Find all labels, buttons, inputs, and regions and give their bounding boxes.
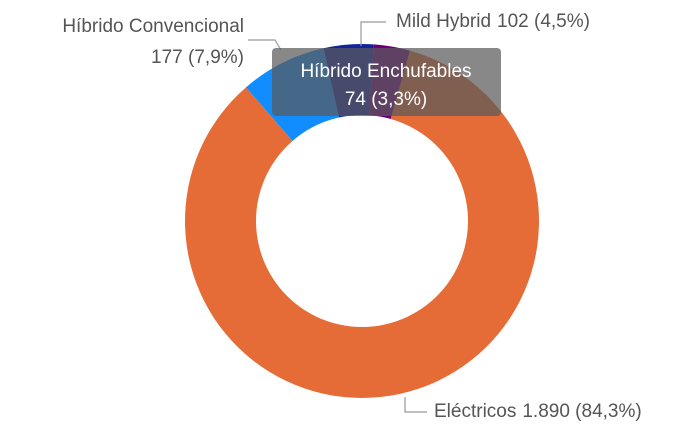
leader-line xyxy=(248,39,282,51)
donut-slice[interactable] xyxy=(184,50,539,398)
category-label: Eléctricos xyxy=(434,401,516,422)
value-label: 1.890 (84,3%) xyxy=(522,401,641,422)
value-label: 102 (4,5%) xyxy=(497,11,590,32)
leader-line xyxy=(404,397,427,413)
tooltip-category: Híbrido Enchufables xyxy=(300,61,471,82)
category-label: Mild Hybrid xyxy=(396,11,491,32)
tooltip-value: 74 (3,3%) xyxy=(345,89,427,110)
value-label: 177 (7,9%) xyxy=(151,47,244,68)
category-label: Híbrido Convencional xyxy=(62,16,244,37)
tooltip-box xyxy=(272,48,501,116)
tooltip: Híbrido Enchufables 74 (3,3%) xyxy=(272,48,501,116)
leader-line xyxy=(360,21,386,46)
